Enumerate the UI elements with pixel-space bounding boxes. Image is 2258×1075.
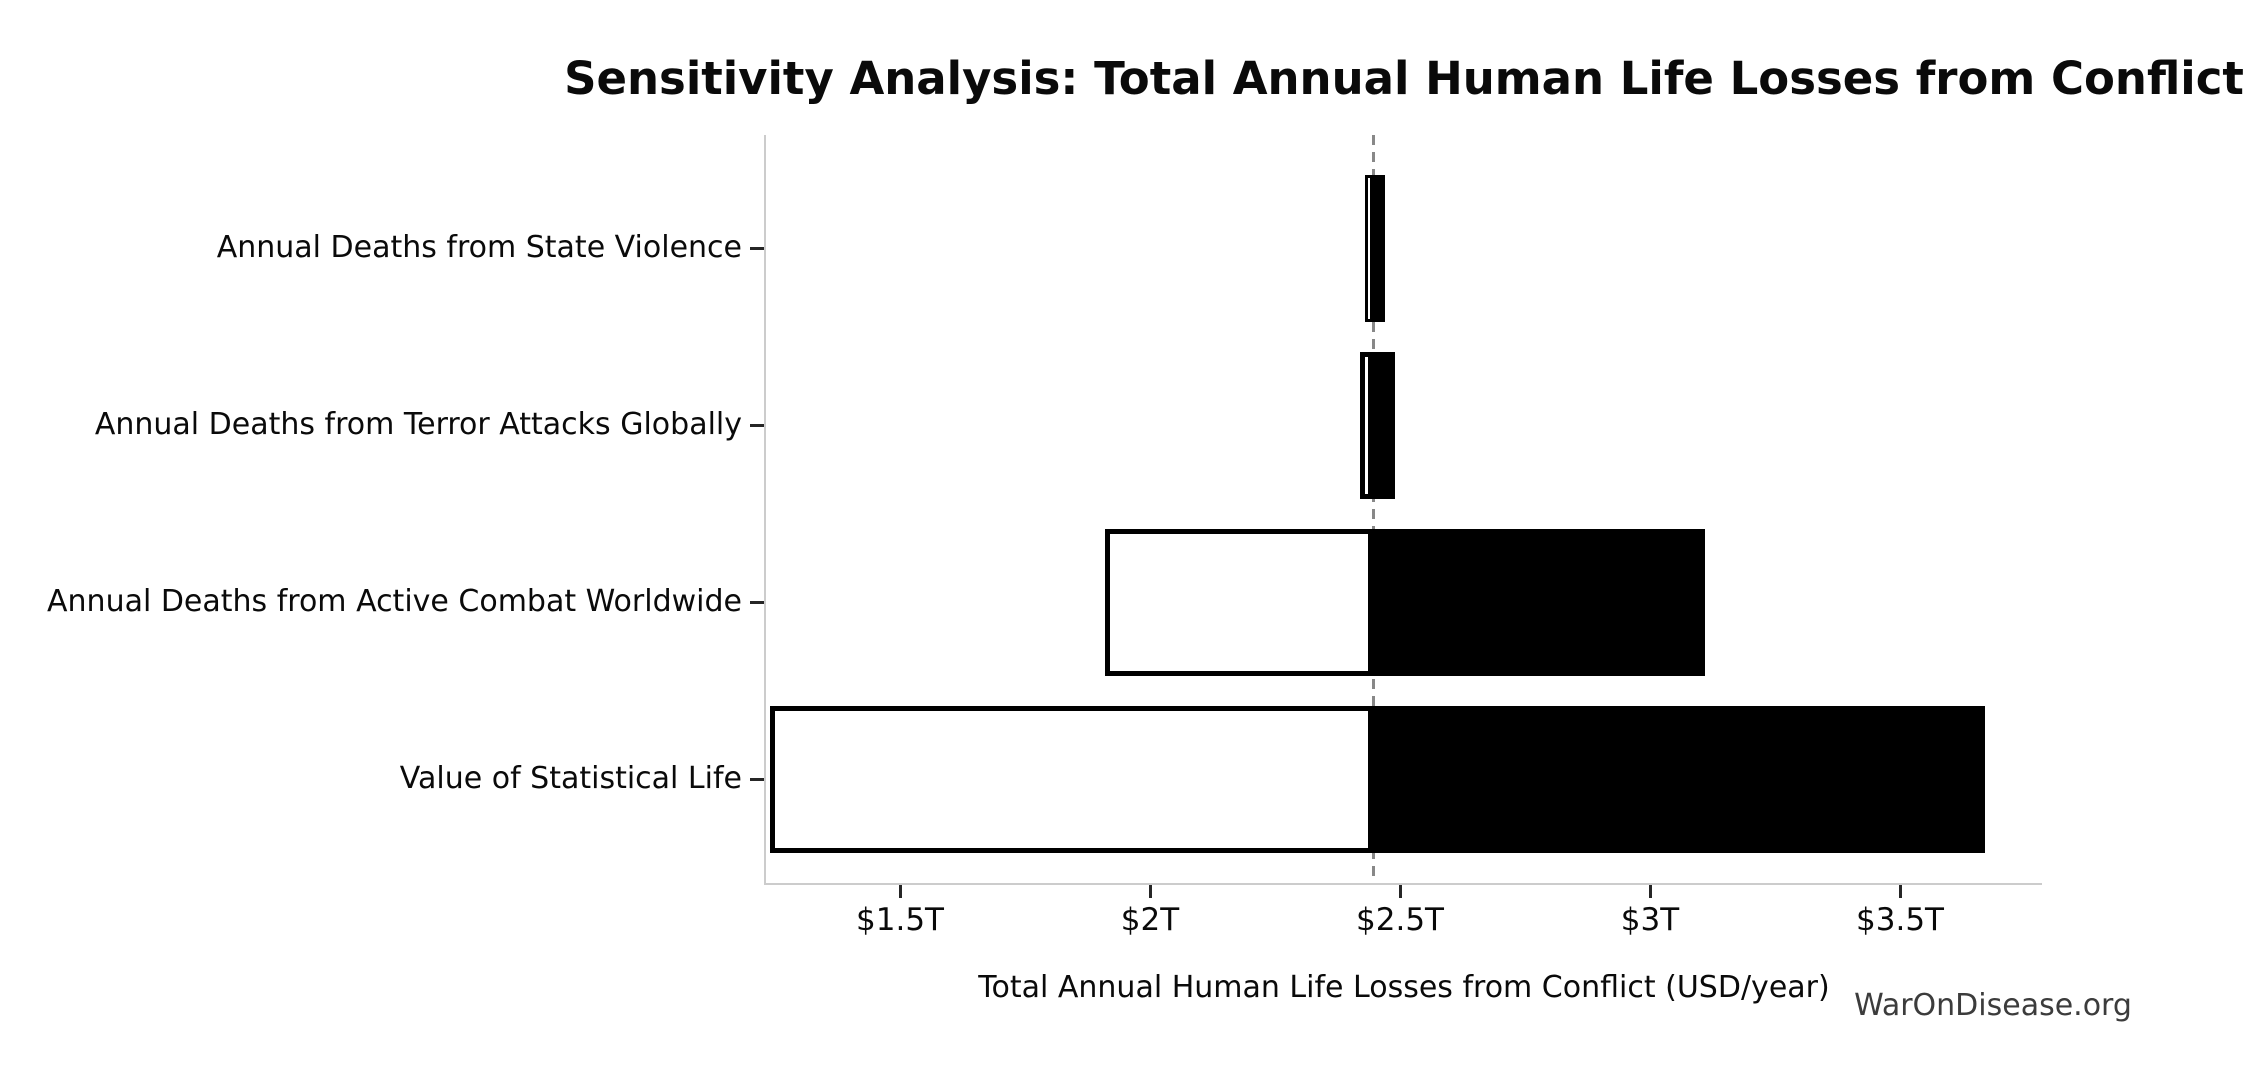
y-tick (750, 600, 764, 604)
bar-high-segment (1373, 351, 1395, 499)
y-axis-label: Annual Deaths from Active Combat Worldwi… (47, 584, 742, 619)
watermark: WarOnDisease.org (1854, 988, 2132, 1023)
y-tick (750, 777, 764, 781)
y-axis-label: Annual Deaths from Terror Attacks Global… (94, 407, 742, 442)
y-axis-line (764, 135, 766, 885)
bar-high-segment (1373, 705, 1985, 853)
x-axis-line (766, 883, 2042, 885)
y-axis-label: Annual Deaths from State Violence (216, 230, 742, 265)
x-tick (1148, 885, 1152, 898)
x-tick-label: $3T (1620, 902, 1680, 938)
bar-low-segment (1365, 174, 1373, 322)
x-tick (1648, 885, 1652, 898)
x-tick-label: $3.5T (1856, 902, 1944, 938)
baseline-dashed-line (1371, 135, 1375, 883)
x-tick (1898, 885, 1902, 898)
bar-high-segment (1373, 528, 1705, 676)
bar-low-segment (1360, 351, 1373, 499)
x-axis-title: Total Annual Human Life Losses from Conf… (978, 970, 1830, 1005)
chart-title: Sensitivity Analysis: Total Annual Human… (564, 52, 2244, 105)
x-tick-label: $2T (1120, 902, 1180, 938)
x-tick-label: $2.5T (1356, 902, 1444, 938)
x-tick-label: $1.5T (856, 902, 944, 938)
y-tick (750, 423, 764, 427)
bar-high-segment (1373, 174, 1385, 322)
y-tick (750, 246, 764, 250)
bar-low-segment (770, 705, 1373, 853)
y-axis-label: Value of Statistical Life (399, 761, 742, 796)
x-tick (1398, 885, 1402, 898)
bar-low-segment (1105, 528, 1373, 676)
x-tick (898, 885, 902, 898)
